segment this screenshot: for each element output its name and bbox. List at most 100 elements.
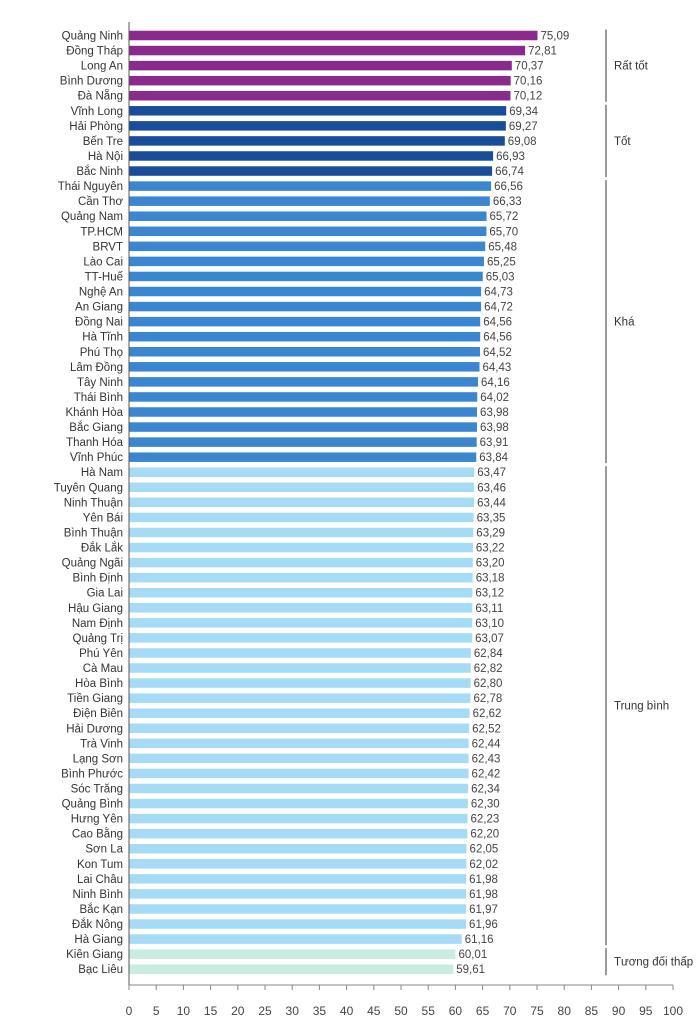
category-label: Đồng Tháp	[66, 46, 123, 58]
category-label: Sóc Trăng	[71, 784, 123, 796]
bar	[129, 813, 468, 824]
bar	[129, 256, 484, 267]
category-label: Hà Nội	[88, 151, 123, 163]
value-label: 61,98	[469, 874, 498, 886]
category-label: BRVT	[93, 241, 123, 253]
value-label: 64,52	[483, 347, 512, 359]
bar	[129, 512, 474, 523]
bar	[129, 798, 468, 809]
x-tick-label: 50	[394, 1004, 408, 1018]
bar	[129, 331, 481, 342]
bar	[129, 828, 468, 839]
category-label: Quảng Trị	[73, 633, 124, 645]
bar	[129, 753, 469, 764]
value-label: 63,11	[475, 603, 503, 615]
value-label: 61,98	[469, 889, 498, 901]
bars-layer	[129, 30, 538, 974]
bar	[129, 768, 469, 779]
value-label: 64,16	[481, 377, 510, 389]
category-label: Tiền Giang	[67, 693, 123, 705]
value-label: 62,78	[474, 693, 503, 705]
value-label: 62,84	[474, 648, 503, 660]
bar	[129, 377, 479, 387]
category-label: Bình Phước	[61, 768, 123, 780]
value-label: 64,56	[483, 332, 512, 344]
value-labels: 75,09 72,81 70,37 70,16 70,12 69,34 69,27 69,08…	[456, 31, 569, 977]
value-label: 64,56	[483, 317, 512, 329]
value-label: 63,47	[477, 467, 506, 479]
category-label: Điện Biên	[73, 708, 123, 720]
bar	[129, 738, 469, 749]
category-label: Hòa Bình	[75, 678, 123, 690]
bar	[129, 45, 526, 56]
bar	[129, 964, 454, 974]
bar	[129, 708, 470, 718]
value-label: 65,72	[490, 211, 519, 223]
category-label: Vĩnh Long	[71, 106, 123, 118]
category-label: Bến Tre	[83, 136, 123, 148]
category-label: Hưng Yên	[71, 814, 123, 826]
bar	[129, 859, 467, 869]
value-label: 59,61	[456, 964, 485, 976]
group-label: Tương đối thấp	[614, 957, 693, 969]
category-label: Lai Châu	[77, 874, 123, 886]
category-label: Phú Thọ	[80, 347, 123, 359]
bar	[129, 587, 473, 598]
bar	[129, 196, 490, 206]
bar	[129, 904, 467, 914]
category-label: Hải Phòng	[69, 121, 123, 133]
category-label: Hậu Giang	[68, 603, 123, 615]
bar	[129, 693, 471, 703]
value-label: 62,42	[472, 768, 501, 780]
bar	[129, 241, 486, 252]
bar	[129, 874, 467, 884]
bar	[129, 919, 467, 929]
value-label: 65,48	[488, 241, 517, 253]
bar	[129, 347, 480, 357]
category-label: Thái Bình	[74, 392, 123, 404]
bar	[129, 136, 505, 146]
category-label: Ninh Bình	[72, 889, 123, 901]
bar	[129, 271, 483, 282]
group-label: Rất tốt	[614, 61, 649, 73]
category-label: Lào Cai	[83, 256, 123, 268]
x-tick-label: 60	[449, 1004, 463, 1018]
group-label: Tốt	[614, 136, 631, 148]
bar	[129, 949, 456, 959]
value-label: 64,73	[484, 287, 513, 299]
bar	[129, 106, 507, 116]
group-brackets: Rất tốt Tốt Khá Trung bình Tương đối thấp	[605, 29, 693, 976]
category-label: Bắc Ninh	[76, 165, 123, 178]
bar	[129, 75, 511, 86]
category-label: Đà Nẵng	[78, 90, 123, 103]
group-label: Trung bình	[614, 701, 669, 713]
value-label: 69,27	[509, 121, 538, 133]
bar	[129, 316, 481, 327]
bar	[129, 226, 487, 237]
x-tick-label: 45	[367, 1004, 381, 1018]
bar	[129, 648, 471, 658]
bar	[129, 603, 473, 613]
x-tick-label: 5	[153, 1004, 160, 1018]
category-label: Tuyên Quang	[54, 482, 123, 494]
category-label: Bình Định	[72, 573, 123, 585]
value-label: 66,93	[496, 151, 525, 163]
category-label: Bình Dương	[60, 76, 123, 88]
value-label: 63,18	[476, 573, 505, 585]
category-label: Trà Vinh	[80, 738, 123, 750]
value-label: 63,98	[480, 407, 509, 419]
category-label: Đắk Lắk	[81, 542, 123, 555]
value-label: 62,62	[473, 708, 502, 720]
group-label: Khá	[614, 317, 635, 329]
value-label: 62,34	[471, 784, 500, 796]
value-label: 60,01	[458, 949, 487, 961]
bar	[129, 166, 493, 176]
category-label: Quảng Nam	[61, 211, 123, 223]
category-label: Hải Dương	[66, 723, 123, 735]
value-label: 63,12	[475, 588, 504, 600]
value-label: 63,22	[476, 543, 505, 555]
bar	[129, 407, 478, 417]
x-tick-label: 30	[286, 1004, 300, 1018]
x-axis: 0 5 10 15 20 25 30 35 40 45 50 55 60 65 70 75 80 85 90 95 10…	[126, 22, 683, 1018]
value-label: 63,10	[475, 618, 504, 630]
